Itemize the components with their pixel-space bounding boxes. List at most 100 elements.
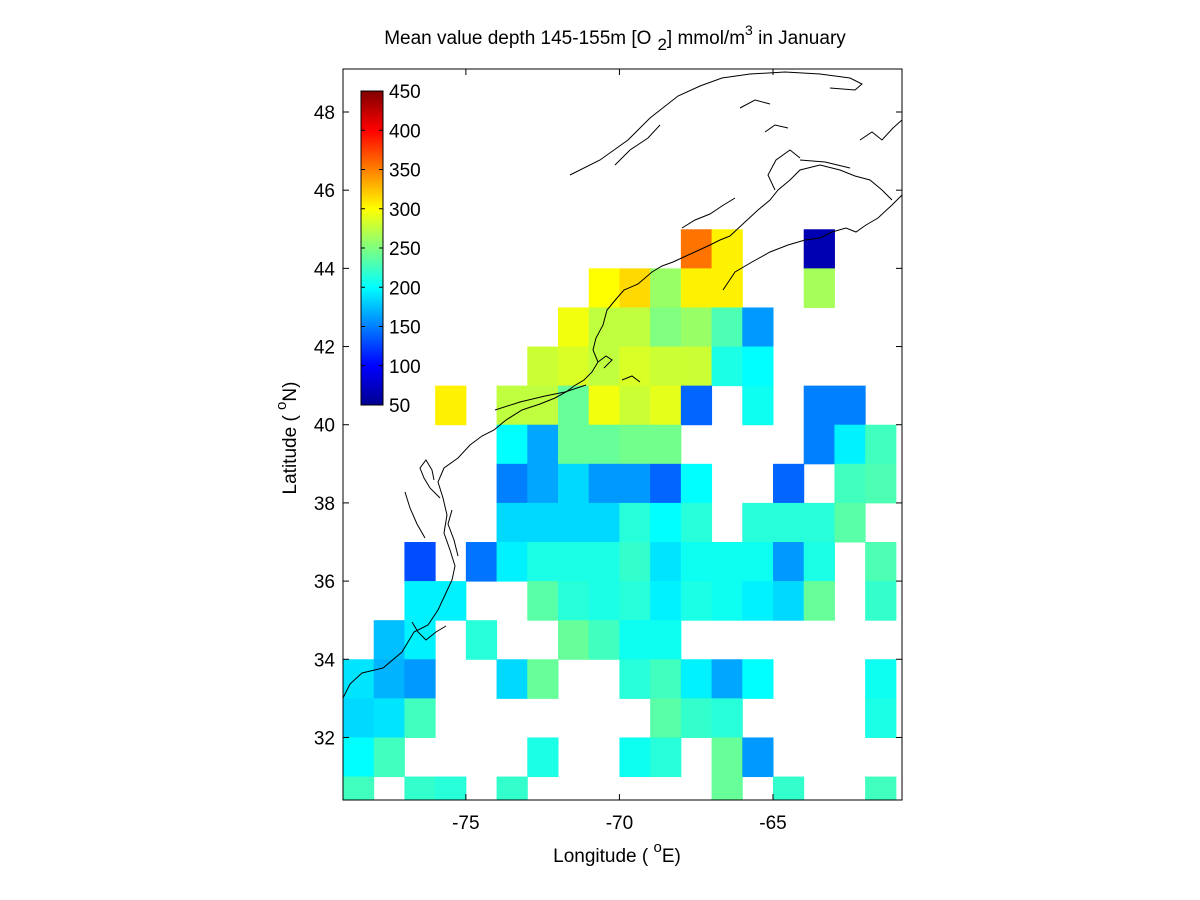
heatmap-cell — [527, 346, 559, 387]
heatmap-cell — [803, 385, 835, 426]
heatmap-cell — [619, 737, 651, 778]
heatmap-cell — [404, 659, 436, 699]
heatmap-cell — [496, 463, 528, 504]
heatmap-cell — [803, 542, 835, 582]
y-tick-label: 32 — [314, 728, 335, 749]
heatmap-cell — [558, 385, 590, 426]
heatmap-cell — [465, 542, 498, 582]
heatmap-cell — [865, 581, 897, 621]
heatmap-cell — [680, 581, 713, 621]
plot-axes — [342, 68, 903, 801]
heatmap-cell — [558, 542, 590, 582]
heatmap-cell — [711, 581, 743, 621]
heatmap-cell — [527, 542, 559, 582]
chart-title: Mean value depth 145-155m [O 2] mmol/m3 i… — [384, 22, 846, 54]
y-tick-label: 44 — [314, 259, 336, 280]
heatmap-cell — [588, 346, 620, 387]
colorbar-tick-label: 200 — [389, 278, 421, 299]
heatmap-cell — [865, 698, 897, 738]
heatmap-cell — [680, 698, 713, 738]
heatmap-cell — [865, 542, 897, 582]
heatmap-cell — [773, 463, 805, 504]
heatmap-cell — [680, 229, 713, 269]
heatmap-cell — [680, 542, 713, 582]
heatmap-cell — [527, 463, 559, 504]
coastline-map — [343, 71, 902, 699]
heatmap-cell — [711, 542, 743, 582]
heatmap-cell — [803, 268, 835, 308]
heatmap-cell — [527, 581, 559, 621]
heatmap-cell — [373, 737, 405, 778]
heatmap-cell — [558, 502, 590, 543]
heatmap-cell — [619, 385, 651, 426]
heatmap-cell — [711, 776, 743, 800]
colorbar-tick-label: 250 — [389, 239, 421, 260]
heatmap-cell — [680, 346, 713, 387]
heatmap-cell — [803, 581, 835, 621]
y-axis: 32 34 36 38 40 42 44 46 48 — [314, 103, 902, 749]
heatmap-cell — [435, 385, 467, 426]
heatmap-cell — [742, 385, 774, 426]
heatmap-cell — [373, 698, 405, 738]
heatmap-cells — [343, 229, 897, 800]
y-axis-label: Latitude ( oN) — [273, 382, 301, 495]
heatmap-cell — [496, 502, 528, 543]
heatmap-cell — [588, 542, 620, 582]
heatmap-cell — [343, 659, 375, 699]
heatmap-cell — [742, 502, 774, 543]
heatmap-cell — [343, 776, 375, 800]
heatmap-cell — [650, 307, 682, 348]
heatmap-cell — [680, 502, 713, 543]
heatmap-cell — [680, 307, 713, 348]
heatmap-cell — [527, 424, 559, 465]
heatmap-cell — [773, 776, 805, 800]
heatmap-cell — [496, 424, 528, 465]
heatmap-cell — [404, 581, 436, 621]
heatmap-cell — [404, 776, 436, 800]
heatmap-cell — [558, 581, 590, 621]
heatmap-cell — [834, 424, 866, 465]
heatmap-cell — [865, 424, 897, 465]
heatmap-cell — [650, 737, 682, 778]
colorbar-tick-label: 50 — [389, 396, 410, 417]
y-tick-label: 48 — [314, 103, 335, 124]
colorbar-tick-label: 350 — [389, 161, 421, 182]
heatmap-cell — [619, 581, 651, 621]
heatmap-cell — [527, 385, 559, 426]
x-tick-label: -70 — [606, 813, 633, 834]
y-tick-label: 34 — [314, 650, 336, 671]
heatmap-cell — [865, 776, 897, 800]
heatmap-cell — [742, 542, 774, 582]
x-tick-label: -75 — [452, 813, 479, 834]
heatmap-cell — [558, 346, 590, 387]
heatmap-cell — [680, 659, 713, 699]
heatmap-cell — [803, 424, 835, 465]
heatmap-cell — [588, 424, 620, 465]
heatmap-cell — [619, 268, 651, 308]
heatmap-cell — [650, 424, 682, 465]
heatmap-cell — [742, 659, 774, 699]
heatmap-cell — [711, 659, 743, 699]
heatmap-cell — [711, 737, 743, 778]
heatmap-cell — [711, 307, 743, 348]
colorbar-tick-label: 300 — [389, 200, 421, 221]
x-tick-label: -65 — [759, 813, 786, 834]
y-tick-label: 36 — [314, 572, 335, 593]
heatmap-cell — [496, 385, 528, 426]
y-tick-label: 42 — [314, 338, 335, 359]
heatmap-cell — [558, 620, 590, 660]
heatmap-cell — [588, 463, 620, 504]
heatmap-cell — [650, 698, 682, 738]
heatmap-cell — [496, 776, 528, 800]
heatmap-cell — [588, 385, 620, 426]
y-tick-label: 46 — [314, 181, 335, 202]
heatmap-cell — [527, 737, 559, 778]
heatmap-cell — [619, 659, 651, 699]
heatmap-cell — [588, 502, 620, 543]
heatmap-cell — [650, 502, 682, 543]
colorbar: 50 100 150 200 250 300 350 400 450 — [360, 82, 421, 417]
heatmap-cell — [465, 620, 498, 660]
heatmap-cell — [773, 542, 805, 582]
heatmap-cell — [711, 268, 743, 308]
